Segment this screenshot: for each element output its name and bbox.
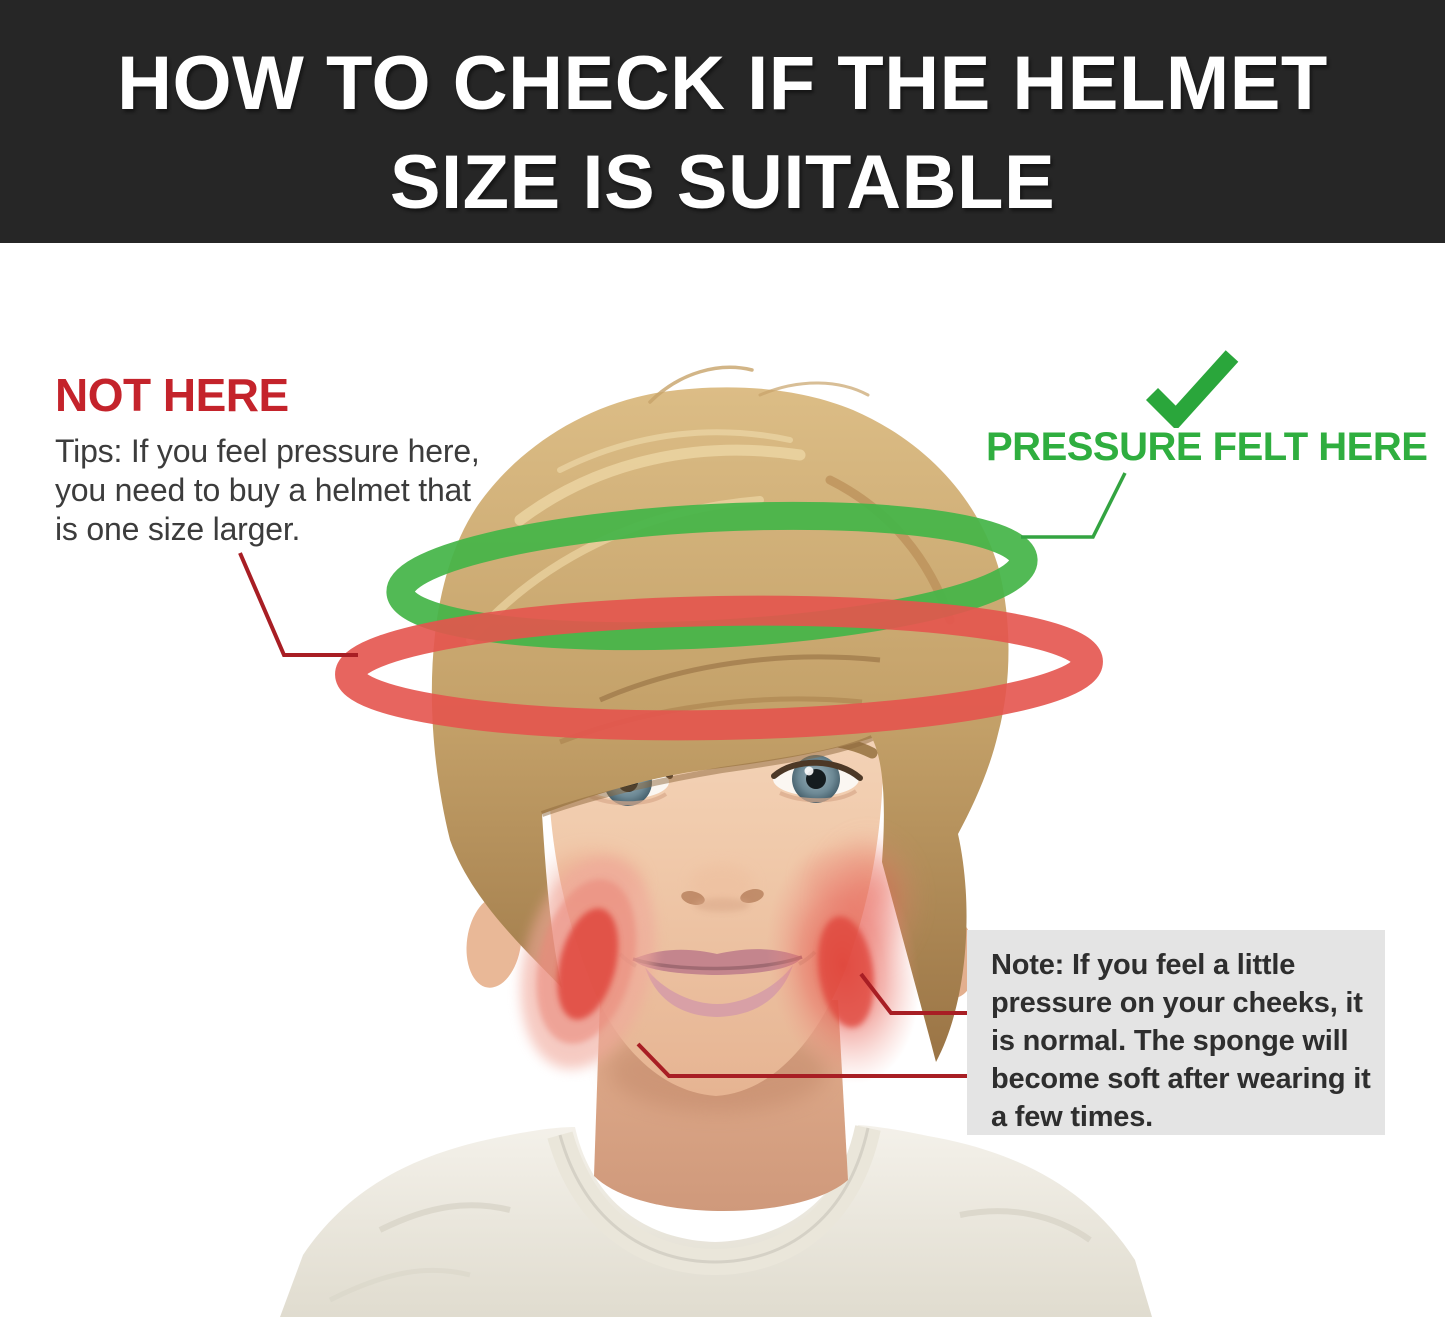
page-title: HOW TO CHECK IF THE HELMET SIZE IS SUITA… [0, 0, 1445, 232]
cheek-note-leader-line-upper [859, 972, 967, 1015]
cheek-spot-right [766, 828, 923, 1084]
red-incorrect-band [335, 595, 1103, 741]
note-line: Note: If you feel a little [991, 949, 1296, 981]
pressure-felt-here-label: PRESSURE FELT HERE [986, 425, 1428, 469]
tip-line: is one size larger. [55, 511, 301, 547]
tshirt [280, 1125, 1152, 1317]
page-title-line2: SIZE IS SUITABLE [389, 140, 1056, 225]
helmet-fit-bands [335, 501, 1103, 741]
pressure-leader-line [1021, 472, 1127, 539]
note-line: become soft after wearing it [991, 1063, 1371, 1095]
header-banner: HOW TO CHECK IF THE HELMET SIZE IS SUITA… [0, 0, 1445, 243]
tip-line: Tips: If you feel pressure here, [55, 433, 480, 469]
nose [681, 864, 764, 912]
not-here-leader-line [238, 552, 358, 657]
not-here-label: NOT HERE [55, 369, 289, 421]
not-here-tip-text: Tips: If you feel pressure here, you nee… [55, 432, 480, 549]
leader-lines [238, 472, 1127, 1078]
note-line: is normal. The sponge will [991, 1025, 1349, 1057]
cheek-note-text: Note: If you feel a little pressure on y… [967, 930, 1385, 1136]
cheek-note-leader-line-lower [636, 1042, 967, 1078]
note-line: a few times. [991, 1101, 1153, 1133]
tip-line: you need to buy a helmet that [55, 472, 471, 508]
not-here-annotation: NOT HERE Tips: If you feel pressure here… [55, 368, 480, 549]
cheek-note-box: Note: If you feel a little pressure on y… [967, 930, 1385, 1135]
green-correct-band [386, 501, 1038, 651]
cheek-spot-left [520, 857, 656, 1069]
checkmark-icon [1145, 350, 1239, 428]
page-title-line1: HOW TO CHECK IF THE HELMET [117, 41, 1328, 126]
cheek-pressure-spots [520, 828, 923, 1084]
note-line: pressure on your cheeks, it [991, 987, 1363, 1019]
eye-right [771, 755, 863, 803]
